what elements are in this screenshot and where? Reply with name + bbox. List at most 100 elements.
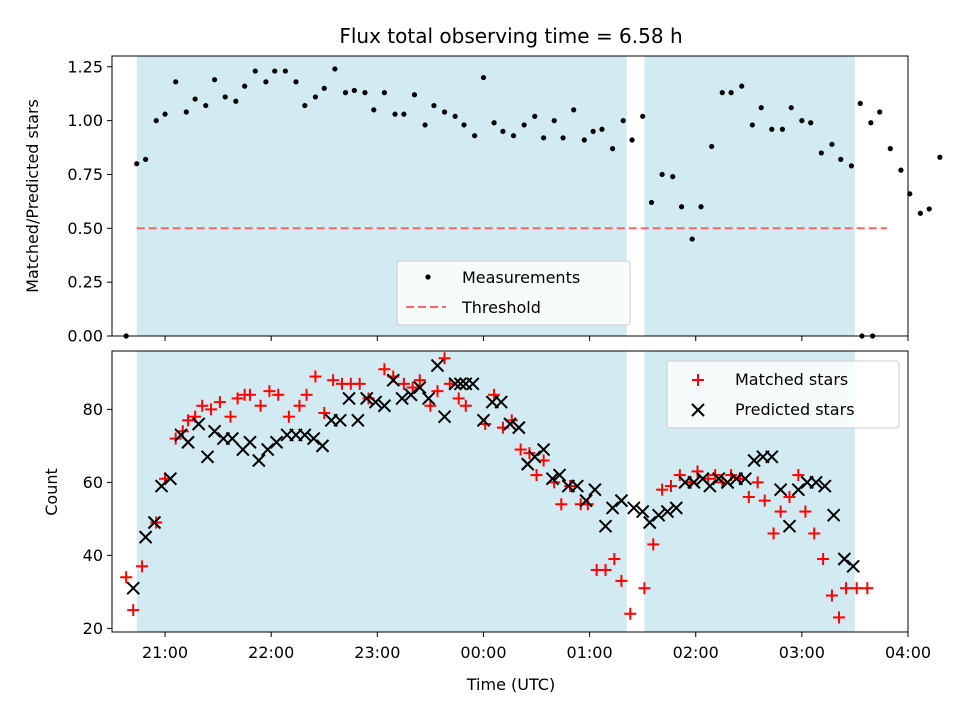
measurement-point <box>808 120 814 126</box>
predicted-star-point <box>306 431 321 446</box>
predicted-star-point <box>342 391 356 406</box>
matched-star-point <box>150 516 163 529</box>
legend-predicted-marker <box>691 403 705 417</box>
measurement-point <box>590 128 596 134</box>
measurement-point <box>510 133 517 139</box>
predicted-star-point <box>747 453 761 468</box>
predicted-star-point <box>360 391 374 406</box>
matched-star-point <box>479 417 492 430</box>
predicted-star-point <box>448 377 462 391</box>
matched-star-point <box>548 476 561 489</box>
matched-star-point <box>774 505 787 518</box>
matched-star-point <box>792 469 805 482</box>
predicted-star-point <box>333 413 347 428</box>
matched-star-point <box>783 490 796 503</box>
y-tick-label: 80 <box>83 400 103 419</box>
measurement-point <box>937 154 943 160</box>
matched-star-point <box>452 392 465 405</box>
predicted-star-point <box>738 472 752 486</box>
matched-star-point <box>438 352 451 365</box>
legend-threshold-label: Threshold <box>461 298 541 317</box>
top-plot-frame <box>111 55 909 337</box>
predicted-star-point <box>138 530 153 544</box>
predicted-star-point <box>163 472 178 486</box>
measurement-point <box>560 135 566 141</box>
predicted-star-point <box>605 501 620 515</box>
observing-window-2 <box>644 56 855 336</box>
measurement-point <box>898 167 904 173</box>
measurement-point <box>472 133 478 139</box>
measurement-point <box>312 94 319 100</box>
predicted-star-point <box>791 482 806 497</box>
x-tick-label: 03:00 <box>779 643 825 662</box>
predicted-star-point <box>782 519 797 533</box>
measurement-point <box>332 66 338 72</box>
predicted-star-point <box>351 413 365 428</box>
measurement-point <box>461 122 467 128</box>
matched-star-point <box>488 388 501 401</box>
count-points <box>120 352 874 624</box>
top-y-ticks: 0.00 0.25 0.50 0.75 1.00 1.25 <box>67 57 112 346</box>
predicted-star-point <box>643 515 657 530</box>
y-tick-label: 0.25 <box>67 273 103 292</box>
measurement-point <box>758 105 764 111</box>
measurement-point <box>381 90 388 96</box>
predicted-star-point <box>225 431 239 446</box>
y-tick-label: 60 <box>83 473 103 492</box>
y-tick-label: 0.50 <box>67 219 103 238</box>
measurement-point <box>272 68 278 74</box>
measurement-point <box>183 109 189 115</box>
measurement-point <box>211 77 218 83</box>
predicted-star-point <box>703 479 717 493</box>
measurement-point <box>411 92 418 98</box>
bottom-legend: Matched stars Predicted stars <box>666 360 900 429</box>
matched-star-point <box>254 399 267 412</box>
predicted-star-point <box>818 479 832 493</box>
measurement-point <box>728 90 734 96</box>
measurement-point <box>838 156 844 162</box>
measurement-point <box>571 107 577 113</box>
predicted-star-point <box>476 413 491 428</box>
measurement-point <box>452 113 458 119</box>
y-tick-label: 0.75 <box>67 165 103 184</box>
matched-star-point <box>530 469 543 482</box>
predicted-star-point <box>494 395 508 409</box>
measurement-point <box>491 120 497 126</box>
matched-star-point <box>505 414 518 427</box>
measurement-point <box>134 161 140 167</box>
predicted-star-point <box>720 475 735 490</box>
observing-window-1 <box>136 351 627 632</box>
matched-star-point <box>459 399 472 412</box>
measurement-point <box>362 90 368 96</box>
matched-star-point <box>413 374 426 387</box>
y-tick-label: 20 <box>83 619 103 638</box>
matched-star-point <box>673 469 686 482</box>
matched-star-point <box>176 425 189 438</box>
legend-measurements-label: Measurements <box>462 268 580 287</box>
measurement-point <box>698 204 704 210</box>
measurement-point <box>532 113 538 119</box>
measurement-point <box>521 122 527 128</box>
matched-star-point <box>300 388 313 401</box>
measurement-point <box>629 137 635 143</box>
predicted-star-point <box>207 424 222 438</box>
matched-star-point <box>243 388 256 401</box>
predicted-star-point <box>598 519 613 533</box>
predicted-star-point <box>512 420 526 435</box>
predicted-star-point <box>660 504 675 519</box>
matched-star-point <box>424 399 437 412</box>
chart-title: Flux total observing time = 6.58 h <box>339 24 682 48</box>
matched-star-point <box>309 370 322 383</box>
measurement-point <box>829 141 835 147</box>
matched-star-point <box>861 582 874 595</box>
bottom-plot-frame <box>111 350 909 633</box>
x-tick-label: 02:00 <box>673 643 719 662</box>
top-y-axis-label: Matched/Predicted stars <box>23 99 42 293</box>
measurement-point <box>351 87 357 94</box>
matched-star-point <box>817 553 830 566</box>
predicted-star-point <box>765 450 779 464</box>
matched-star-point <box>120 571 133 584</box>
predicted-star-point <box>627 501 641 515</box>
measurement-point <box>581 137 587 143</box>
